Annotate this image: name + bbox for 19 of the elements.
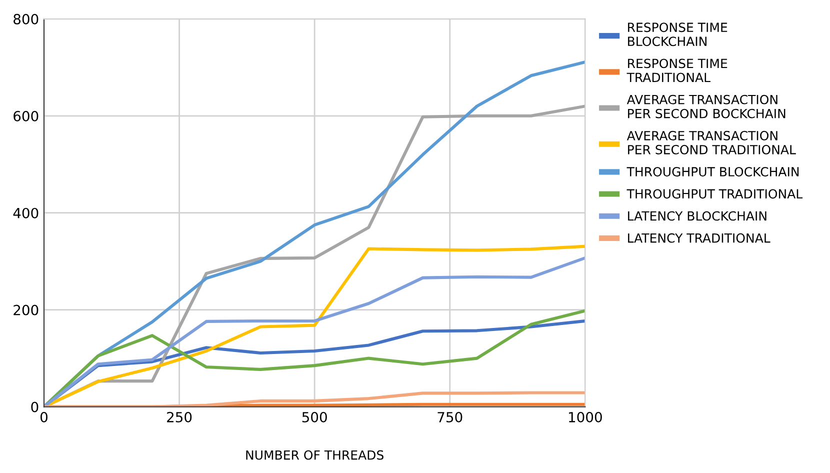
y-tick-label: 400	[13, 208, 38, 218]
legend-label: RESPONSE TIME BLOCKCHAIN	[628, 22, 728, 46]
y-tick-label: 800	[14, 14, 38, 24]
legend-label: AVERAGE TRANSACTION PER SECOND BOCKCHAIN	[626, 94, 786, 118]
legend-label: THROUGHPUT BLOCKCHAIN	[626, 167, 799, 176]
y-tick-label: 200	[14, 304, 38, 316]
x-tick-label: 500	[302, 412, 327, 422]
legend-label: LATENCY TRADITIONAL	[628, 233, 770, 243]
y-tick-label: 600	[14, 110, 38, 122]
x-tick-label: 250	[167, 412, 192, 422]
legend-label: RESPONSE TIME TRADITIONAL	[626, 58, 728, 82]
y-tick-label: 0	[31, 402, 38, 412]
x-tick-label: 1000	[569, 412, 602, 422]
x-axis-title: NUMBER OF THREADS	[246, 450, 384, 460]
x-tick-label: 0	[40, 412, 48, 422]
legend-label: THROUGHPUT TRADITIONAL	[626, 189, 803, 199]
x-tick-label: 750	[438, 412, 462, 422]
legend-label: LATENCY BLOCKCHAIN	[628, 211, 766, 221]
legend-label: AVERAGE TRANSACTION PER SECOND TRADITIONAL	[626, 130, 796, 154]
